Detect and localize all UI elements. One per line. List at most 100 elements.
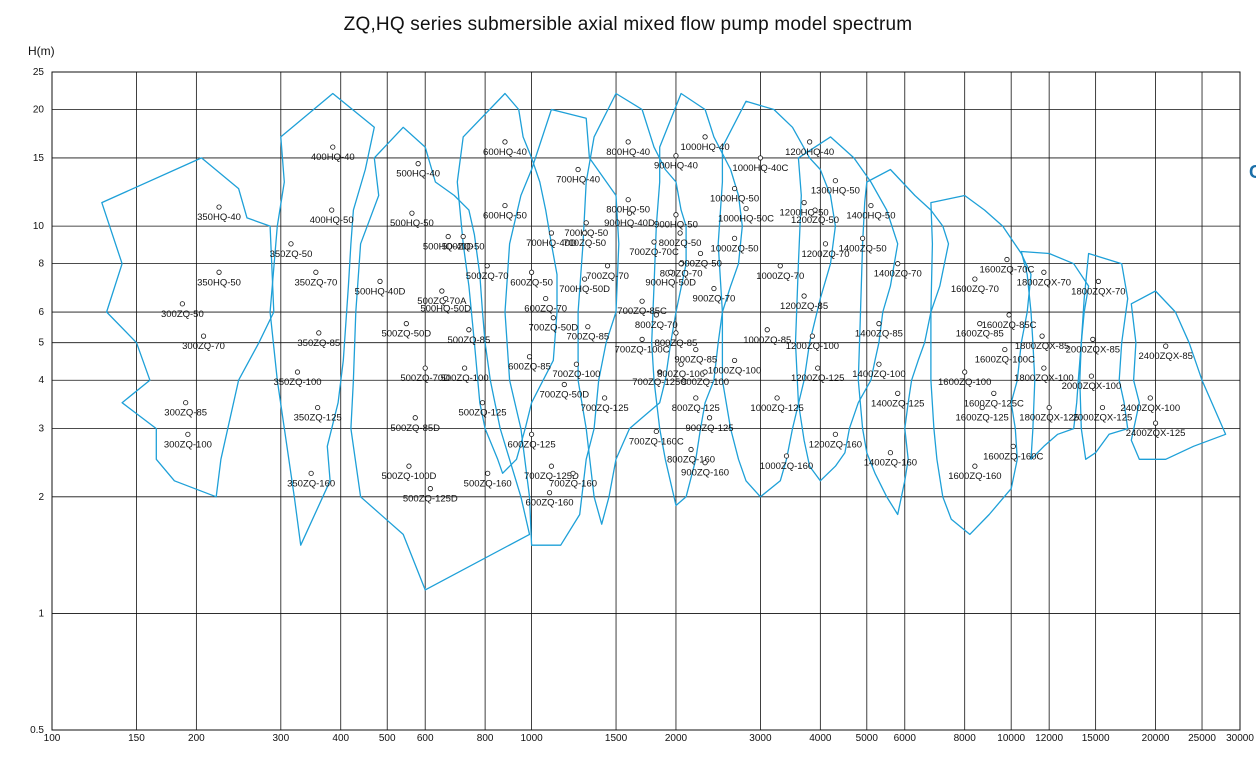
model-point	[673, 153, 679, 159]
model-point	[688, 446, 694, 453]
model-point	[1041, 365, 1047, 371]
model-label: 1000ZQ-160	[760, 461, 813, 472]
model-label: 800ZQ-125	[672, 403, 720, 414]
model-label: 350ZQ-160	[287, 478, 335, 489]
model-point	[406, 463, 412, 469]
model-label: 800HQ-50	[606, 205, 650, 216]
y-tick-label: 0.5	[30, 725, 44, 736]
y-tick-label: 8	[38, 259, 44, 270]
model-label: 350ZQ-85	[297, 338, 340, 349]
model-label: 800ZQ-50	[659, 238, 702, 249]
coverage-region	[577, 92, 687, 525]
model-label: 1400HQ-50	[846, 211, 895, 222]
coverage-region	[101, 157, 275, 498]
x-tick-label: 8000	[954, 733, 977, 744]
model-label: 1300HQ-50	[811, 186, 860, 197]
model-label: 350ZQ-50	[270, 249, 313, 260]
model-label: 1400ZQ-70	[874, 269, 922, 280]
model-label: 700ZQ-160	[549, 478, 597, 489]
model-label: 900ZQ-70	[693, 294, 736, 305]
model-label: 700ZQ-85C	[617, 306, 667, 317]
model-label: 900ZQ-85	[674, 355, 717, 366]
model-label: 900HQ-40	[654, 161, 698, 172]
model-point	[693, 395, 699, 401]
model-point	[731, 235, 738, 241]
model-label: 900ZQ-160	[681, 468, 729, 479]
model-label: 1200ZQ-50	[791, 215, 839, 226]
model-label: 700ZQ-70C	[629, 247, 679, 258]
x-tick-label: 5000	[856, 733, 879, 744]
model-label: 1200HQ-50	[780, 208, 829, 219]
model-label: 350ZQ-100	[273, 377, 321, 388]
model-label: 700ZQ-85	[566, 332, 609, 343]
model-label: 400HQ-50	[310, 215, 354, 226]
coverage-region	[717, 100, 837, 498]
coverage-region	[269, 92, 375, 546]
x-tick-label: 600	[417, 733, 434, 744]
model-point	[550, 315, 556, 321]
coverage-region	[651, 92, 743, 507]
model-label: 1400ZQ-160	[864, 458, 917, 469]
model-label: 1800ZQX-85	[1015, 341, 1069, 352]
x-tick-label: 200	[188, 733, 205, 744]
model-label: 600HQ-50	[483, 211, 527, 222]
model-point	[185, 431, 191, 437]
coverage-region	[1079, 252, 1129, 460]
model-label: 1800ZQX-70	[1071, 286, 1125, 297]
x-tick-label: 100	[44, 733, 61, 744]
model-label: 1600ZQ-125C	[964, 398, 1024, 409]
model-label: 300ZQ-70	[182, 341, 225, 352]
model-point	[702, 460, 708, 466]
x-tick-label: 400	[332, 733, 349, 744]
model-label: 500ZQ-50D	[381, 329, 431, 340]
model-point	[697, 250, 704, 257]
model-point	[653, 312, 659, 318]
model-point	[807, 139, 813, 145]
model-point	[731, 185, 738, 192]
model-point	[657, 369, 663, 375]
model-label: 1800ZQX-125	[1019, 413, 1079, 424]
model-label: 700ZQ-125	[581, 403, 629, 414]
y-tick-label: 4	[38, 375, 44, 386]
model-point	[1010, 443, 1016, 449]
model-point	[678, 261, 684, 267]
model-label: 1200ZQ-85	[780, 301, 828, 312]
y-tick-label: 5	[38, 338, 44, 349]
model-label: 900ZQ-125	[686, 423, 734, 434]
x-tick-label: 15000	[1082, 733, 1110, 744]
model-point	[502, 202, 508, 209]
model-label: 700HQ-40D	[526, 238, 577, 249]
model-point	[415, 161, 421, 167]
model-point	[294, 369, 301, 375]
model-label: 1000HQ-50C	[718, 214, 774, 225]
coverage-region	[456, 92, 558, 474]
model-point	[485, 470, 491, 476]
coverage-region	[857, 168, 950, 516]
x-tick-label: 1000	[520, 733, 543, 744]
y-tick-label: 15	[33, 153, 45, 164]
model-label: 1600ZQ-100C	[975, 355, 1035, 366]
edge-mark: C	[1249, 162, 1256, 182]
model-point	[216, 269, 222, 275]
model-point	[1099, 404, 1106, 411]
model-point	[460, 233, 466, 240]
model-point	[1163, 343, 1169, 349]
model-point	[673, 212, 679, 218]
model-point	[653, 428, 659, 435]
model-point	[972, 463, 978, 469]
model-label: 600ZQ-125	[508, 439, 556, 450]
model-point	[422, 365, 428, 371]
model-label: 2400ZQX-85	[1139, 351, 1193, 362]
model-label: 700ZQ-100	[552, 369, 600, 380]
model-point	[313, 269, 319, 275]
model-point	[573, 361, 579, 367]
model-label: 700ZQ-125C	[632, 377, 687, 388]
model-point	[868, 202, 874, 209]
model-point	[822, 241, 829, 247]
model-point	[815, 365, 821, 371]
model-point	[895, 390, 901, 396]
y-axis-label: H(m)	[28, 44, 55, 58]
y-tick-label: 25	[33, 67, 45, 78]
model-label: 1600ZQ-160C	[983, 451, 1043, 462]
model-point	[526, 354, 533, 360]
